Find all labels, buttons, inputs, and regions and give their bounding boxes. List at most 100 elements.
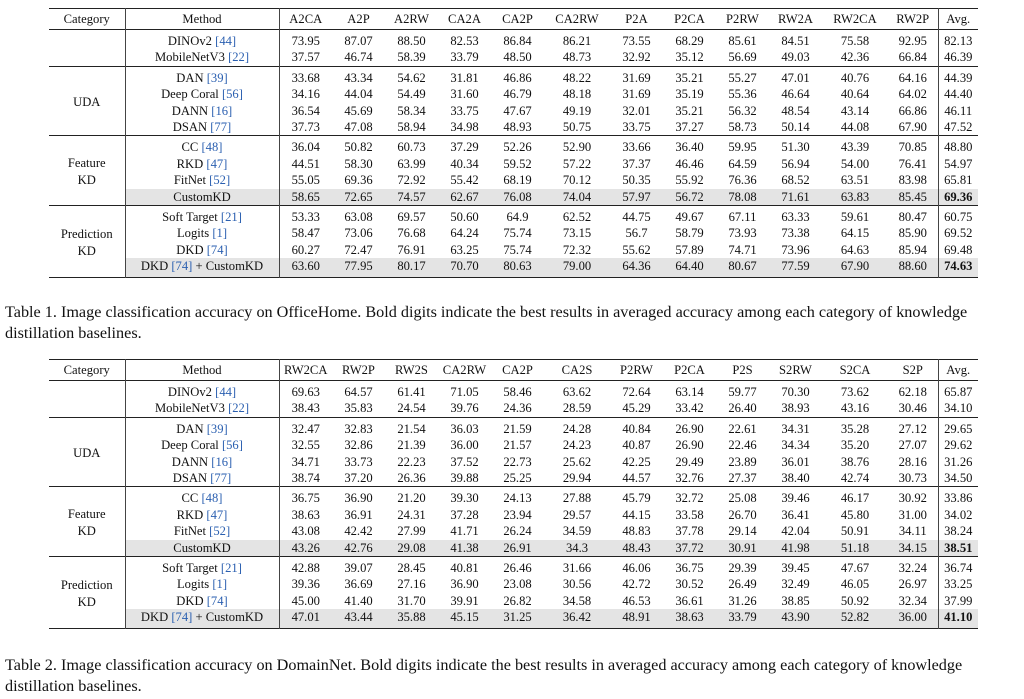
value-cell: 88.60 xyxy=(888,258,938,278)
value-cell: 46.74 xyxy=(344,50,373,65)
value-cell: 50.14 xyxy=(781,120,810,135)
value-cell: 33.73 xyxy=(344,454,373,469)
value-cell: 58.47 xyxy=(291,226,320,241)
value-cell: 63.51 xyxy=(840,173,870,188)
method-cell: DKD [74] + CustomKD xyxy=(125,609,280,629)
citation-link[interactable]: [74] xyxy=(171,259,193,274)
value-cell: 50.91 xyxy=(840,524,870,539)
citation-link[interactable]: [77] xyxy=(210,120,232,135)
method-name: CC xyxy=(181,491,202,506)
avg-cell: 48.80 xyxy=(937,135,978,156)
table-row: CustomKD 58.65 72.65 74.57 62.67 76.08 74.04 57… xyxy=(49,188,978,206)
citation-link[interactable]: [44] xyxy=(215,385,237,399)
citation-link[interactable]: [74] xyxy=(206,593,228,608)
value-cell: 26.90 xyxy=(675,438,704,453)
table-row: Prediction KD Soft Target [21] 42.88 39.07 28… xyxy=(49,556,978,629)
table-row: UDA DAN [39] 32.47 32.83 21.54 36.03 21.59 24.2… xyxy=(49,417,978,487)
citation-link[interactable]: [21] xyxy=(220,561,242,576)
value-cell: 46.86 xyxy=(503,70,532,85)
citation-link[interactable]: [56] xyxy=(221,87,243,102)
value-cell: 64.57 xyxy=(344,385,373,399)
avg-cell: 69.52 xyxy=(937,225,978,242)
citation-link[interactable]: [77] xyxy=(210,471,232,486)
value-cell: 46.64 xyxy=(781,87,810,102)
citation-link[interactable]: [48] xyxy=(201,140,223,155)
citation-link[interactable]: [21] xyxy=(220,210,242,225)
value-cell: 79.00 xyxy=(544,258,610,278)
column-header: S2CA xyxy=(839,363,871,377)
value-cell: 33.75 xyxy=(450,103,479,118)
value-cell: 43.34 xyxy=(344,70,373,85)
citation-link[interactable]: [39] xyxy=(206,421,228,436)
value-cell: 24.23 xyxy=(562,438,592,453)
method-name: CustomKD xyxy=(173,189,231,204)
value-cell: 86.84 xyxy=(503,34,532,48)
method-cell: RKD [47] xyxy=(125,506,280,524)
citation-link[interactable]: [1] xyxy=(212,577,228,592)
citation-link[interactable]: [1] xyxy=(212,226,228,241)
value-cell: 42.76 xyxy=(332,539,385,557)
citation-link[interactable]: [22] xyxy=(228,401,250,416)
value-cell: 32.72 xyxy=(675,491,704,506)
citation-link[interactable]: [48] xyxy=(201,491,223,506)
method-cell: DKD [74] xyxy=(125,241,280,259)
table-row: Feature KD CC [48] 36.04 50.82 60.73 37.29 52.2… xyxy=(49,135,978,206)
value-cell: 56.7 xyxy=(625,226,648,241)
avg-cell: 37.99 xyxy=(937,592,978,610)
value-cell: 43.14 xyxy=(840,103,870,118)
avg-cell: 46.11 xyxy=(937,102,978,120)
table-1-caption: Table 1. Image classification accuracy o… xyxy=(5,303,968,342)
value-cell: 71.05 xyxy=(450,385,479,399)
value-cell: 52.90 xyxy=(562,140,592,155)
value-cell: 70.70 xyxy=(438,258,491,278)
value-cell: 47.67 xyxy=(503,103,532,118)
category-label: UDA xyxy=(73,446,101,461)
method-cell: DKD [74] + CustomKD xyxy=(125,258,280,278)
value-cell: 75.74 xyxy=(503,226,532,241)
value-cell: 37.57 xyxy=(291,50,320,65)
method-name: DSAN xyxy=(172,120,211,135)
citation-link[interactable]: [39] xyxy=(206,70,228,85)
value-cell: 29.49 xyxy=(675,454,704,469)
citation-link[interactable]: [47] xyxy=(206,156,228,171)
value-cell: 84.51 xyxy=(781,34,810,48)
column-header: CA2RW xyxy=(555,12,599,26)
value-cell: 48.43 xyxy=(610,539,663,557)
citation-link[interactable]: [47] xyxy=(206,507,228,522)
value-cell: 46.46 xyxy=(675,156,704,171)
table-row: Deep Coral [56] 34.16 44.04 54.49 31.60 46.79… xyxy=(49,86,978,103)
value-cell: 59.77 xyxy=(728,385,757,399)
avg-cell: 74.63 xyxy=(937,258,978,278)
citation-link[interactable]: [52] xyxy=(209,173,231,188)
method-name: Deep Coral xyxy=(161,87,222,102)
citation-link[interactable]: [16] xyxy=(211,454,233,469)
value-cell: 42.36 xyxy=(840,50,870,65)
column-header: A2P xyxy=(347,12,370,26)
value-cell: 44.57 xyxy=(622,471,651,486)
table-row: CustomKD 43.26 42.76 29.08 41.38 26.91 34.3 48.… xyxy=(49,539,978,557)
value-cell: 75.74 xyxy=(503,242,532,257)
value-cell: 46.06 xyxy=(622,561,651,576)
value-cell: 49.19 xyxy=(562,103,592,118)
citation-link[interactable]: [56] xyxy=(221,438,243,453)
citation-link[interactable]: [52] xyxy=(209,524,231,539)
value-cell: 70.30 xyxy=(781,385,810,399)
column-header: P2CA xyxy=(674,12,705,26)
citation-link[interactable]: [74] xyxy=(171,610,193,625)
value-cell: 83.98 xyxy=(898,173,927,188)
value-cell: 45.15 xyxy=(438,609,491,629)
value-cell: 42.74 xyxy=(840,471,870,486)
method-suffix: + CustomKD xyxy=(192,259,264,274)
value-cell: 50.75 xyxy=(562,120,592,135)
value-cell: 59.52 xyxy=(503,156,532,171)
value-cell: 23.94 xyxy=(503,507,532,522)
value-cell: 42.88 xyxy=(291,561,320,576)
value-cell: 22.73 xyxy=(503,454,532,469)
citation-link[interactable]: [16] xyxy=(211,103,233,118)
value-cell: 63.99 xyxy=(397,156,426,171)
citation-link[interactable]: [44] xyxy=(215,34,237,48)
value-cell: 26.97 xyxy=(898,577,927,592)
value-cell: 63.60 xyxy=(279,258,332,278)
citation-link[interactable]: [74] xyxy=(206,242,228,257)
citation-link[interactable]: [22] xyxy=(228,50,250,65)
